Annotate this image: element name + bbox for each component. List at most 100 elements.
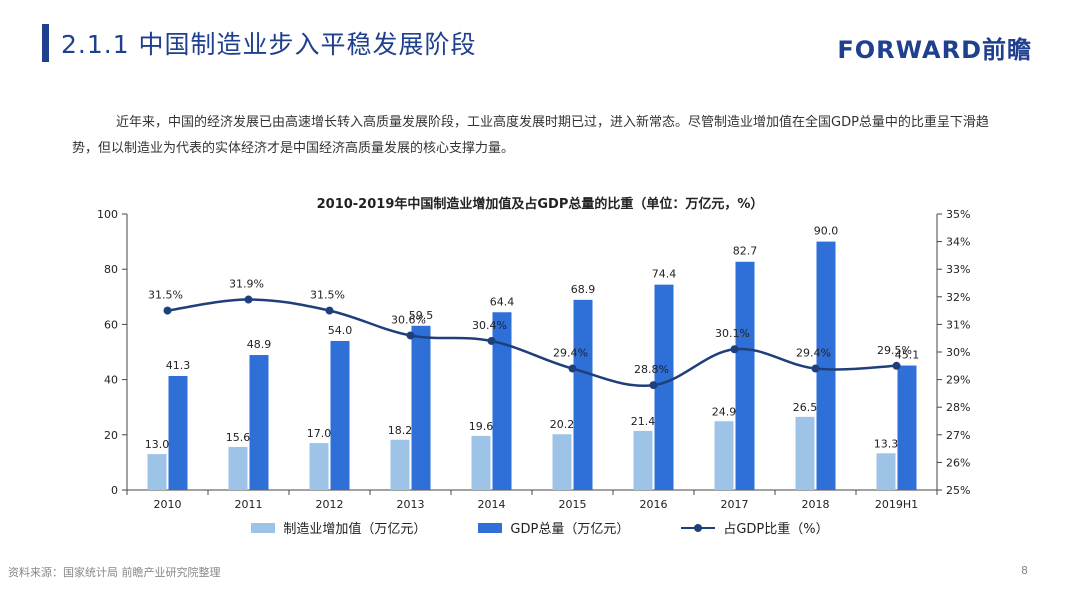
chart-title: 2010-2019年中国制造业增加值及占GDP总量的比重（单位：万亿元，%） xyxy=(316,197,764,212)
legend-item-share: 占GDP比重（%） xyxy=(681,518,829,537)
share-label: 29.5% xyxy=(877,344,912,357)
legend-swatch-light xyxy=(251,522,276,533)
share-point xyxy=(163,306,172,315)
bar-label-value-added: 26.5 xyxy=(793,401,818,414)
bar-value-added xyxy=(714,421,734,490)
bar-gdp xyxy=(816,241,836,490)
share-point xyxy=(811,364,820,373)
bar-value-added xyxy=(471,435,491,490)
page-title: 2.1.1 中国制造业步入平稳发展阶段 xyxy=(61,30,477,59)
bar-gdp xyxy=(330,340,350,490)
bar-gdp xyxy=(411,325,431,490)
bar-gdp xyxy=(573,299,593,490)
bar-label-value-added: 15.6 xyxy=(226,431,251,444)
y-left-tick-label: 60 xyxy=(104,318,118,331)
y-right-tick-label: 29% xyxy=(946,374,970,387)
x-tick-label: 2019H1 xyxy=(875,498,918,511)
share-point xyxy=(730,345,739,354)
source-note: 资料来源：国家统计局 前瞻产业研究院整理 xyxy=(8,566,221,579)
bar-value-added xyxy=(633,430,653,490)
bar-label-gdp: 64.4 xyxy=(490,295,515,308)
bar-gdp xyxy=(735,261,755,490)
share-point xyxy=(649,381,658,390)
share-point xyxy=(244,295,253,304)
bar-gdp xyxy=(249,355,269,490)
bar-label-gdp: 48.9 xyxy=(247,338,272,351)
bar-label-value-added: 24.9 xyxy=(712,405,737,418)
bar-label-gdp: 45.1 xyxy=(895,349,920,362)
share-point xyxy=(487,336,496,345)
x-tick-label: 2012 xyxy=(316,498,344,511)
legend-item-value-added: 制造业增加值（万亿元） xyxy=(251,518,426,537)
y-right-tick-label: 33% xyxy=(946,263,970,276)
title-bar: 2.1.1 中国制造业步入平稳发展阶段 xyxy=(42,22,477,64)
y-left-tick-label: 40 xyxy=(104,374,118,387)
share-point xyxy=(406,331,415,340)
bar-label-value-added: 20.2 xyxy=(550,418,575,431)
x-tick-label: 2015 xyxy=(559,498,587,511)
share-label: 31.5% xyxy=(148,289,183,302)
bar-label-value-added: 21.4 xyxy=(631,415,656,428)
bar-label-gdp: 41.3 xyxy=(166,359,191,372)
page-number: 8 xyxy=(1021,564,1028,577)
share-point xyxy=(892,361,901,370)
legend-swatch-line xyxy=(681,523,716,533)
bar-gdp xyxy=(492,312,512,490)
bar-label-value-added: 18.2 xyxy=(388,424,413,437)
share-label: 30.1% xyxy=(715,327,750,340)
y-right-tick-label: 26% xyxy=(946,456,970,469)
bar-value-added xyxy=(147,454,167,490)
legend-label-share: 占GDP比重（%） xyxy=(723,522,829,537)
y-left-tick-label: 0 xyxy=(111,484,118,497)
bar-gdp xyxy=(897,365,917,490)
share-label: 29.4% xyxy=(553,347,588,360)
share-label: 30.6% xyxy=(391,313,426,326)
bar-label-value-added: 19.6 xyxy=(469,420,494,433)
title-accent-bar xyxy=(42,24,49,62)
bar-label-value-added: 13.3 xyxy=(874,437,899,450)
y-right-tick-label: 25% xyxy=(946,484,970,497)
legend-swatch-dark xyxy=(478,522,503,533)
brand-logo: FORWARD前瞻 xyxy=(837,36,1032,64)
bar-value-added xyxy=(228,446,248,490)
share-label: 31.9% xyxy=(229,278,264,291)
x-tick-label: 2017 xyxy=(721,498,749,511)
x-tick-label: 2018 xyxy=(802,498,830,511)
x-tick-label: 2013 xyxy=(397,498,425,511)
share-point xyxy=(568,364,577,373)
bar-value-added xyxy=(390,439,410,490)
y-right-tick-label: 35% xyxy=(946,208,970,221)
bar-value-added xyxy=(552,434,572,490)
y-left-tick-label: 100 xyxy=(97,208,118,221)
bar-label-gdp: 54.0 xyxy=(328,324,353,337)
y-right-tick-label: 27% xyxy=(946,429,970,442)
x-tick-label: 2016 xyxy=(640,498,668,511)
bar-label-gdp: 90.0 xyxy=(814,225,839,238)
bar-value-added xyxy=(309,443,329,490)
bar-value-added xyxy=(795,416,815,490)
y-left-tick-label: 80 xyxy=(104,263,118,276)
y-right-tick-label: 28% xyxy=(946,401,970,414)
y-right-tick-label: 30% xyxy=(946,346,970,359)
bar-label-value-added: 13.0 xyxy=(145,438,170,451)
share-label: 30.4% xyxy=(472,319,507,332)
y-right-tick-label: 34% xyxy=(946,236,970,249)
share-label: 31.5% xyxy=(310,289,345,302)
bar-label-value-added: 17.0 xyxy=(307,427,332,440)
chart-legend: 制造业增加值（万亿元） GDP总量（万亿元） 占GDP比重（%） xyxy=(0,518,1080,537)
legend-item-gdp: GDP总量（万亿元） xyxy=(478,518,629,537)
share-point xyxy=(325,306,334,315)
x-tick-label: 2011 xyxy=(235,498,263,511)
x-tick-label: 2010 xyxy=(154,498,182,511)
y-right-tick-label: 31% xyxy=(946,318,970,331)
share-label: 28.8% xyxy=(634,363,669,376)
bar-value-added xyxy=(876,453,896,490)
y-right-tick-label: 32% xyxy=(946,291,970,304)
bar-label-gdp: 74.4 xyxy=(652,268,677,281)
bar-label-gdp: 59.5 xyxy=(409,309,434,322)
bar-label-gdp: 68.9 xyxy=(571,283,596,296)
bar-label-gdp: 82.7 xyxy=(733,245,758,258)
bar-gdp xyxy=(168,376,188,490)
bar-gdp xyxy=(654,284,674,490)
